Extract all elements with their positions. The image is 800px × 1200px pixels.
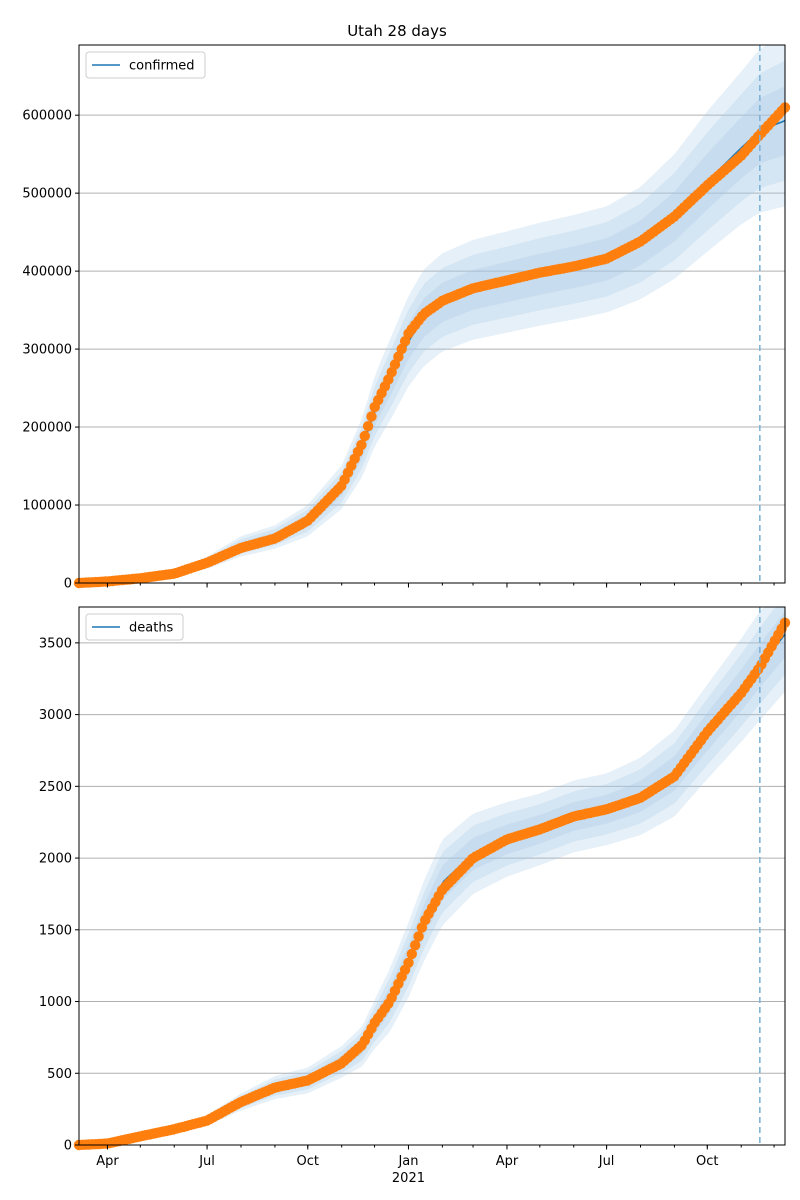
- deaths-band-0: [79, 607, 785, 1145]
- confirmed-legend: confirmed: [85, 51, 206, 79]
- confirmed-observed-point: [389, 359, 401, 370]
- deaths-band-1: [79, 607, 785, 1145]
- deaths-gridlines: [79, 642, 785, 1074]
- xtick-label: Apr: [96, 1154, 119, 1169]
- deaths-axes: 0 500 1000 1500 2000 2500 3000 3500 Apr Jul Oct Jan…: [39, 606, 786, 1186]
- xtick-label: Jul: [198, 1154, 215, 1169]
- confirmed-ytick-label: 600000: [22, 109, 72, 124]
- confirmed-panel: 0 100000 200000 300000 400000 500000 600000 co…: [22, 44, 791, 592]
- confirmed-observed-point: [356, 439, 367, 451]
- confirmed-gridlines: [79, 114, 785, 506]
- confirmed-ytick-label: 500000: [22, 187, 72, 202]
- deaths-observed-point: [403, 957, 414, 968]
- deaths-observed-points: [73, 617, 791, 1151]
- deaths-observed-point: [406, 948, 417, 960]
- deaths-legend: deaths: [85, 613, 184, 641]
- deaths-axes-frame: [78, 606, 786, 1146]
- deaths-legend-label: deaths: [129, 621, 174, 636]
- deaths-legend-box: [85, 613, 184, 641]
- deaths-ytick-label: 3000: [39, 708, 72, 723]
- deaths-observed-point: [413, 931, 424, 942]
- confirmed-ytick-label: 400000: [22, 265, 72, 280]
- deaths-ytick-label: 3500: [39, 636, 72, 651]
- xtick-label: Oct: [297, 1154, 319, 1169]
- deaths-panel: 0 500 1000 1500 2000 2500 3000 3500 Apr Jul Oct Jan…: [39, 606, 791, 1186]
- figure-title: Utah 28 days: [347, 22, 447, 40]
- deaths-ytick-label: 2500: [39, 780, 72, 795]
- xtick-label: Jan: [397, 1154, 418, 1169]
- confirmed-band-1: [79, 60, 785, 584]
- confirmed-observed-point: [396, 343, 407, 355]
- confirmed-ytick-label: 300000: [22, 343, 72, 358]
- deaths-observed-point: [410, 940, 421, 951]
- confirmed-legend-box: [85, 51, 206, 79]
- xtick-label: Oct: [696, 1154, 718, 1169]
- confirmed-observed-points: [73, 102, 791, 589]
- deaths-ytick-label: 0: [64, 1139, 72, 1154]
- confirmed-ytick-label: 0: [64, 577, 72, 592]
- xtick-year-label: 2021: [392, 1171, 425, 1186]
- confirmed-observed-point: [359, 430, 370, 442]
- confirmed-observed-point: [362, 421, 374, 432]
- confirmed-legend-label: confirmed: [129, 59, 195, 74]
- deaths-ytick-label: 1000: [39, 995, 72, 1010]
- xtick-label: Apr: [496, 1154, 519, 1169]
- xtick-label: Jul: [598, 1154, 615, 1169]
- deaths-uncertainty-bands: [79, 607, 785, 1145]
- confirmed-axes: 0 100000 200000 300000 400000 500000 600000: [22, 44, 786, 592]
- deaths-ytick-label: 2000: [39, 852, 72, 867]
- deaths-ytick-label: 1500: [39, 923, 72, 938]
- confirmed-ytick-label: 100000: [22, 499, 72, 514]
- confirmed-observed-point: [366, 411, 377, 422]
- confirmed-ytick-label: 200000: [22, 421, 72, 436]
- deaths-ytick-label: 500: [47, 1067, 72, 1082]
- confirmed-axes-frame: [78, 44, 786, 584]
